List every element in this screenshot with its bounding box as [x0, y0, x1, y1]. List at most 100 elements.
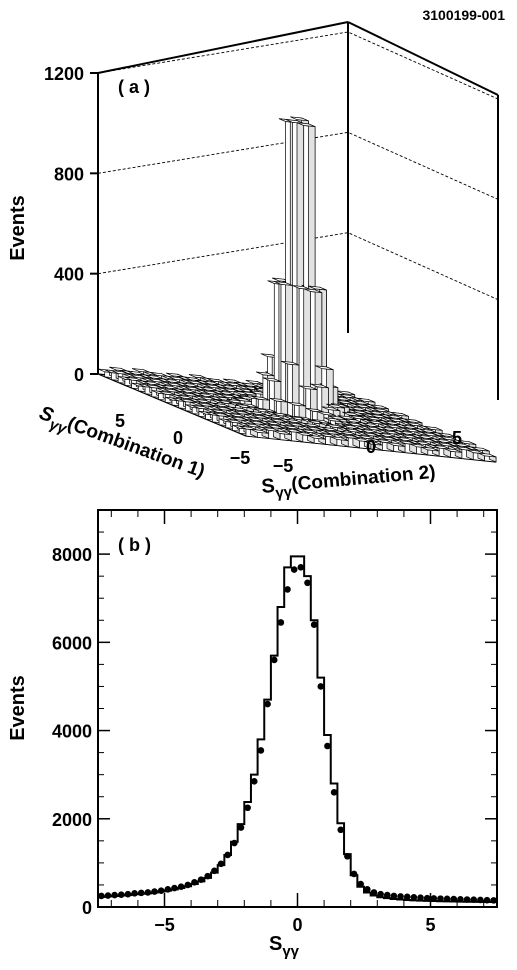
- x-label-sub: γγ: [282, 943, 299, 960]
- data-point: [157, 887, 165, 894]
- z-tick-label: 1200: [44, 64, 84, 84]
- y-tick-label: 8000: [52, 545, 92, 565]
- gridline: [97, 31, 499, 100]
- x-label-main: S: [269, 933, 282, 955]
- axis2-label-sub: γγ: [275, 483, 294, 501]
- bar-top-face: [471, 446, 490, 452]
- data-point: [324, 742, 331, 750]
- data-point: [350, 870, 358, 878]
- panel-b-ticks: 0 2000 4000 6000 8000 −5 0 5: [52, 509, 497, 935]
- data-point: [177, 883, 185, 891]
- bar-top-face: [390, 411, 409, 417]
- panel-b-frame: [97, 509, 498, 908]
- bar-top-face: [314, 365, 334, 371]
- data-point: [244, 804, 251, 812]
- data-point: [470, 896, 478, 904]
- data-point: [217, 860, 225, 868]
- data-point: [231, 839, 238, 847]
- panel-a-axis1-tick: 5: [115, 411, 125, 431]
- data-point: [164, 886, 172, 893]
- data-point: [450, 895, 458, 903]
- data-point: [131, 890, 138, 897]
- data-point: [250, 777, 258, 785]
- data-point: [98, 892, 105, 900]
- bar: [477, 452, 497, 463]
- bar-top-face: [370, 404, 389, 410]
- panel-b-histogram: 0 2000 4000 6000 8000 −5 0 5 ( b ) Events Sγγ: [7, 509, 498, 960]
- bar: [420, 446, 440, 457]
- data-point: [397, 893, 404, 900]
- data-point: [117, 891, 125, 898]
- data-point: [284, 586, 291, 593]
- data-point: [224, 851, 231, 859]
- bar-top-face: [310, 383, 329, 389]
- data-point: [337, 826, 345, 834]
- data-point: [184, 881, 192, 889]
- data-point: [490, 897, 497, 904]
- bar-top-face: [303, 288, 322, 294]
- bar-top-face: [437, 432, 456, 438]
- data-point: [310, 621, 318, 628]
- data-point: [297, 564, 305, 571]
- bar-top-face: [326, 403, 345, 409]
- panel-b-data-points: [98, 564, 497, 904]
- data-point: [410, 893, 418, 901]
- x-tick-label: 5: [425, 915, 435, 935]
- data-point: [390, 892, 398, 900]
- data-point: [171, 884, 178, 892]
- axis1-label-rest: (Combination 1): [65, 413, 208, 482]
- bar-top-face: [356, 397, 376, 403]
- panel-a-z-ticks: 0 400 800 1200: [44, 64, 98, 385]
- panel-b-label: ( b ): [118, 535, 151, 555]
- bar-top-face: [317, 411, 336, 416]
- panel-a-axis2-tick: −5: [273, 456, 294, 476]
- data-point: [211, 867, 218, 875]
- data-point: [370, 889, 378, 896]
- data-point: [104, 892, 112, 899]
- panel-b-x-axis-label: Sγγ: [269, 933, 300, 960]
- data-point: [377, 890, 384, 898]
- bar-top-face: [349, 415, 368, 420]
- bar-top-face: [290, 116, 309, 122]
- data-point: [290, 566, 298, 573]
- data-point: [417, 894, 424, 902]
- bar-top-face: [308, 285, 327, 291]
- panel-a-axis2-tick: 5: [452, 428, 462, 448]
- panel-a-label: ( a ): [118, 77, 150, 97]
- panel-a-y-axis-label: Events: [7, 195, 29, 261]
- data-point: [443, 895, 451, 903]
- figure-id: 3100199-001: [422, 7, 505, 23]
- x-tick-label: −5: [154, 915, 175, 935]
- data-point: [344, 852, 351, 860]
- bar-top-face: [423, 426, 443, 431]
- data-point: [330, 789, 338, 796]
- data-point: [483, 896, 491, 904]
- bar: [250, 428, 270, 439]
- data-point: [463, 896, 471, 903]
- panel-a-axis1-ticks: 5 0 −5: [115, 411, 250, 468]
- data-point: [270, 656, 278, 664]
- panel-a-axis1-tick: −5: [230, 448, 251, 468]
- bar-top-face: [457, 440, 476, 445]
- gridline: [97, 131, 499, 200]
- z-tick-label: 800: [54, 164, 84, 184]
- data-point: [137, 889, 145, 897]
- axis2-label-rest: (Combination 2): [291, 462, 437, 496]
- bar-top-face: [336, 390, 355, 396]
- data-point: [357, 880, 364, 888]
- data-point: [197, 876, 205, 883]
- data-point: [204, 872, 212, 880]
- y-tick-label: 0: [82, 898, 92, 918]
- panel-a-axis2-tick: 0: [366, 437, 376, 457]
- data-point: [151, 888, 158, 895]
- bar-top-face: [296, 122, 316, 128]
- y-tick-label: 4000: [52, 722, 92, 742]
- z-tick-label: 400: [54, 265, 84, 285]
- data-point: [144, 889, 152, 896]
- data-point: [403, 893, 411, 901]
- data-point: [383, 891, 391, 899]
- y-tick-label: 6000: [52, 633, 92, 653]
- panel-a-right-top-edge: [347, 21, 499, 96]
